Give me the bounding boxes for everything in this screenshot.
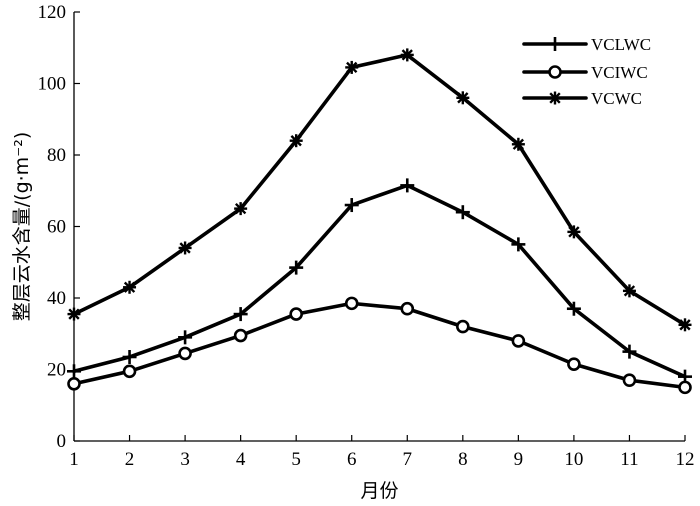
data-point-vcwc	[345, 60, 359, 74]
legend-item-vcwc: VCWC	[522, 89, 642, 108]
data-point-vclwc	[511, 237, 526, 252]
data-point-vclwc	[233, 307, 248, 322]
data-point-vciwc	[622, 373, 637, 388]
data-point-vciwc	[289, 307, 303, 321]
series-vciwc	[67, 296, 692, 395]
x-tick-label: 9	[514, 449, 524, 470]
legend-marker-vclwc	[548, 37, 562, 51]
y-tick-label: 40	[47, 288, 66, 309]
data-point-vciwc	[678, 380, 692, 395]
y-tick-label: 80	[47, 145, 66, 166]
data-point-vclwc	[289, 260, 304, 275]
data-point-vcwc	[567, 225, 581, 239]
series-vcwc	[67, 48, 692, 332]
data-point-vclwc	[455, 205, 470, 220]
y-tick-label: 60	[47, 217, 66, 238]
x-tick-label: 3	[180, 449, 190, 470]
x-tick-label: 4	[236, 449, 246, 470]
x-tick-label: 6	[347, 449, 357, 470]
series-line-vclwc	[72, 183, 687, 379]
legend-marker-vcwc	[548, 91, 562, 105]
x-tick-label: 1	[69, 449, 79, 470]
data-point-vclwc	[344, 198, 359, 213]
legend-label-vcwc: VCWC	[591, 89, 642, 108]
data-point-vciwc	[567, 357, 581, 371]
data-point-vciwc	[511, 334, 526, 348]
x-tick-label: 10	[564, 449, 583, 470]
data-point-vcwc	[289, 134, 303, 148]
data-point-vclwc	[400, 178, 415, 193]
y-tick-label: 120	[38, 2, 67, 23]
data-point-vcwc	[123, 280, 137, 294]
y-axis-title: 整层云水含量/(g·m⁻²)	[11, 132, 33, 321]
data-point-vclwc	[622, 344, 637, 359]
series-layer	[67, 48, 692, 395]
data-point-vcwc	[178, 241, 192, 255]
y-tick-label: 100	[38, 74, 67, 95]
x-tick-label: 5	[291, 449, 301, 470]
y-tick-label: 0	[57, 431, 67, 452]
x-tick-label: 7	[403, 449, 413, 470]
data-point-vciwc	[233, 328, 248, 343]
y-tick-label: 20	[47, 360, 66, 381]
data-point-vclwc	[122, 349, 137, 364]
data-point-vciwc	[122, 364, 137, 379]
data-point-vcwc	[67, 307, 81, 321]
legend-item-vclwc: VCLWC	[522, 35, 651, 54]
legend: VCLWC VCIWC VCWC	[522, 35, 651, 108]
data-point-vciwc	[456, 319, 470, 334]
legend-marker-vciwc	[548, 65, 562, 79]
data-point-vclwc	[67, 364, 81, 379]
series-line-vcwc	[72, 53, 687, 327]
data-point-vcwc	[622, 284, 636, 298]
x-tick-label: 12	[676, 449, 695, 470]
data-point-vcwc	[678, 318, 692, 332]
data-point-vcwc	[234, 202, 248, 216]
x-tick-label: 2	[125, 449, 135, 470]
data-point-vcwc	[511, 137, 525, 151]
data-point-vclwc	[178, 330, 193, 345]
data-point-vciwc	[400, 301, 415, 316]
data-point-vciwc	[178, 346, 192, 361]
x-tick-label: 8	[458, 449, 468, 470]
x-axis-title: 月份	[360, 480, 398, 502]
legend-label-vciwc: VCIWC	[591, 63, 648, 82]
data-point-vcwc	[456, 91, 470, 105]
series-line-vciwc	[72, 301, 687, 390]
y-axis-ticks: 0 20 40 60 80 100 120	[38, 2, 80, 452]
x-tick-label: 11	[620, 449, 638, 470]
legend-label-vclwc: VCLWC	[591, 35, 651, 54]
series-vclwc	[67, 178, 692, 384]
data-point-vclwc	[566, 301, 581, 316]
legend-item-vciwc: VCIWC	[522, 63, 648, 82]
data-point-vciwc	[344, 296, 359, 311]
data-point-vciwc	[67, 376, 81, 391]
x-axis-ticks: 1 2 3 4 5 6 7 8 9 10 11 12	[69, 435, 695, 470]
data-point-vcwc	[400, 48, 414, 62]
